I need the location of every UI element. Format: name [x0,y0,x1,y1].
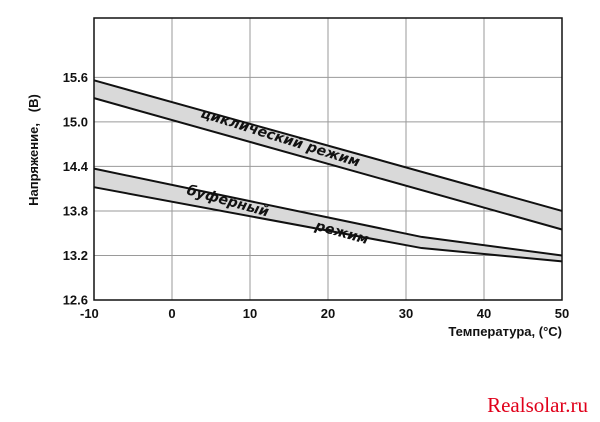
y-tick-label: 13.2 [63,248,88,263]
band-lower-line-0 [93,97,563,231]
plot-frame [93,17,563,301]
x-tick-label: 40 [477,306,491,321]
y-tick-label: 13.8 [63,203,88,218]
x-tick-label: 20 [321,306,335,321]
band-area-1 [94,168,562,262]
watermark-text: Realsolar.ru [487,393,588,417]
y-tick-label: 12.6 [63,293,88,308]
band-area-0 [94,80,562,230]
x-tick-label: -10 [80,306,99,321]
tick-labels: -10 0 10 20 30 40 50 12.6 13.2 13.8 14.4 15.0 15.6 [63,70,570,321]
y-tick-label: 14.4 [63,159,89,174]
band-lower-line-1 [93,186,563,263]
x-tick-label: 10 [243,306,257,321]
grid [94,18,562,300]
x-axis-title: Температура, (°С) [448,324,562,339]
band-upper-line-0 [93,79,563,212]
y-tick-label: 15.6 [63,70,88,85]
bands [93,79,563,263]
x-tick-label: 50 [555,306,569,321]
y-tick-label: 15.0 [63,114,88,129]
x-tick-label: 0 [168,306,175,321]
x-tick-label: 30 [399,306,413,321]
y-axis-title: Напряжение, (В) [26,94,41,206]
band-label-cyclic: циклический режим [199,106,362,171]
band-label-buffer: буферный режим [185,182,370,248]
band-upper-line-1 [93,167,563,257]
